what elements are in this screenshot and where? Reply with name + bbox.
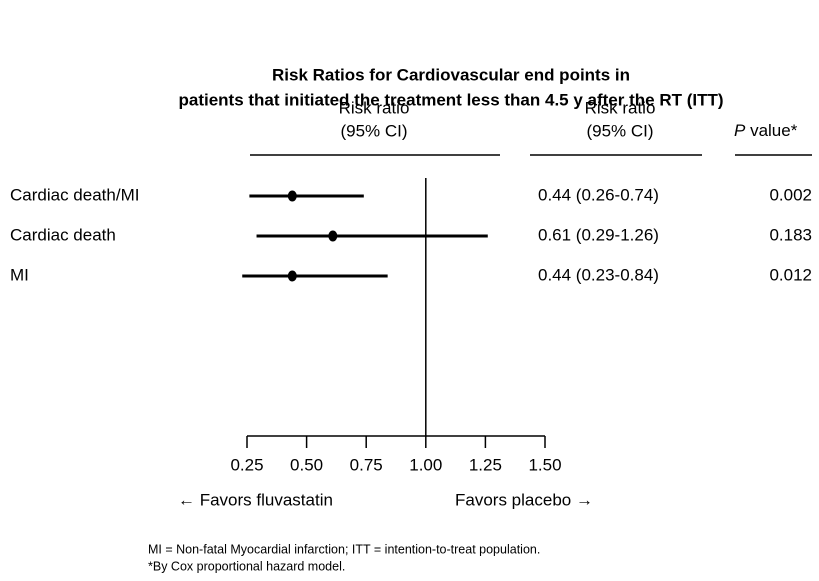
point-estimate bbox=[287, 270, 297, 282]
point-estimate bbox=[328, 230, 338, 242]
column-header: (95% CI) bbox=[340, 121, 407, 140]
x-tick-label: 0.50 bbox=[290, 455, 323, 474]
chart-title: patients that initiated the treatment le… bbox=[178, 90, 723, 109]
ci-label: 0.61 (0.29-1.26) bbox=[538, 225, 659, 244]
row-label: Cardiac death/MI bbox=[10, 185, 139, 204]
ci-label: 0.44 (0.23-0.84) bbox=[538, 265, 659, 284]
row-label: Cardiac death bbox=[10, 225, 116, 244]
column-header: Risk ratio bbox=[585, 98, 656, 117]
chart-title: Risk Ratios for Cardiovascular end point… bbox=[272, 65, 630, 84]
footnote: MI = Non-fatal Myocardial infarction; IT… bbox=[148, 542, 540, 556]
p-value: 0.012 bbox=[769, 265, 812, 284]
x-tick-label: 1.50 bbox=[528, 455, 561, 474]
row-label: MI bbox=[10, 265, 29, 284]
column-header: P bbox=[734, 121, 746, 140]
x-tick-label: 0.25 bbox=[230, 455, 263, 474]
x-tick-label: 0.75 bbox=[350, 455, 383, 474]
ci-label: 0.44 (0.26-0.74) bbox=[538, 185, 659, 204]
column-header: value* bbox=[750, 121, 798, 140]
column-header: P value* bbox=[734, 121, 798, 140]
favors-label: Favors placebo → bbox=[455, 490, 593, 509]
p-value: 0.002 bbox=[769, 185, 812, 204]
column-header: (95% CI) bbox=[586, 121, 653, 140]
p-value: 0.183 bbox=[769, 225, 812, 244]
x-tick-label: 1.25 bbox=[469, 455, 502, 474]
column-header: Risk ratio bbox=[339, 98, 410, 117]
footnote: *By Cox proportional hazard model. bbox=[148, 559, 345, 573]
x-tick-label: 1.00 bbox=[409, 455, 442, 474]
favors-label: ← Favors fluvastatin bbox=[178, 490, 333, 509]
point-estimate bbox=[287, 190, 297, 202]
